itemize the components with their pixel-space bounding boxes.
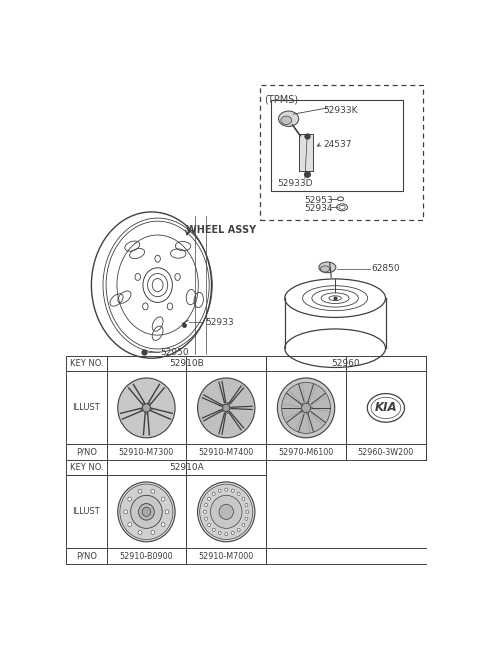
Text: 52934: 52934 [304, 204, 333, 213]
Text: 52960: 52960 [332, 359, 360, 368]
Ellipse shape [301, 403, 303, 406]
Ellipse shape [131, 495, 162, 528]
Ellipse shape [138, 531, 142, 535]
Ellipse shape [222, 410, 223, 411]
Ellipse shape [210, 495, 242, 528]
Ellipse shape [208, 497, 211, 501]
Ellipse shape [246, 510, 249, 514]
Ellipse shape [282, 382, 330, 434]
Text: 24537: 24537 [324, 140, 352, 150]
Ellipse shape [281, 116, 292, 125]
Text: 52910-M7400: 52910-M7400 [199, 447, 254, 457]
Text: 52910-M7000: 52910-M7000 [199, 552, 254, 561]
Text: 52970-M6100: 52970-M6100 [278, 447, 334, 457]
Ellipse shape [149, 403, 150, 405]
Ellipse shape [143, 403, 144, 405]
Ellipse shape [219, 504, 233, 520]
Ellipse shape [198, 378, 255, 438]
Ellipse shape [165, 510, 169, 514]
Ellipse shape [128, 497, 132, 501]
Bar [260, 85, 423, 220]
Ellipse shape [204, 503, 207, 506]
Text: 52933: 52933 [205, 318, 234, 327]
Ellipse shape [161, 497, 165, 501]
Ellipse shape [151, 489, 155, 493]
Text: 52910-B0900: 52910-B0900 [120, 552, 173, 561]
Ellipse shape [218, 531, 221, 535]
Ellipse shape [225, 488, 228, 491]
Ellipse shape [145, 413, 147, 414]
Ellipse shape [118, 482, 175, 542]
Ellipse shape [301, 403, 311, 413]
Text: 52910B: 52910B [169, 359, 204, 368]
Ellipse shape [277, 378, 335, 438]
Ellipse shape [321, 266, 330, 272]
Ellipse shape [237, 528, 240, 531]
Ellipse shape [161, 523, 165, 527]
Ellipse shape [245, 503, 248, 506]
Ellipse shape [124, 510, 128, 514]
Text: P/NO: P/NO [76, 447, 97, 457]
Ellipse shape [319, 262, 336, 273]
Ellipse shape [138, 489, 142, 493]
Ellipse shape [212, 528, 215, 531]
Ellipse shape [142, 507, 151, 516]
Ellipse shape [204, 510, 206, 514]
Text: ILLUST: ILLUST [72, 507, 100, 516]
Ellipse shape [212, 492, 215, 495]
Ellipse shape [139, 504, 154, 520]
Ellipse shape [307, 401, 309, 404]
Ellipse shape [208, 523, 211, 527]
Text: WHEEL ASSY: WHEEL ASSY [186, 225, 256, 235]
Ellipse shape [225, 533, 228, 536]
Ellipse shape [307, 412, 309, 414]
Text: KEY NO.: KEY NO. [70, 359, 103, 368]
Ellipse shape [278, 111, 299, 127]
Ellipse shape [218, 489, 221, 492]
Ellipse shape [223, 404, 230, 411]
Ellipse shape [227, 412, 228, 413]
Ellipse shape [242, 497, 245, 501]
Text: 52910A: 52910A [169, 463, 204, 472]
Ellipse shape [150, 409, 152, 411]
Text: 52910-M7300: 52910-M7300 [119, 447, 174, 457]
Ellipse shape [151, 531, 155, 535]
Ellipse shape [245, 517, 248, 520]
Text: KEY NO.: KEY NO. [70, 463, 103, 472]
Text: KIA: KIA [374, 401, 397, 415]
Ellipse shape [237, 492, 240, 495]
Ellipse shape [227, 403, 228, 404]
Ellipse shape [230, 407, 232, 409]
Bar [271, 100, 403, 191]
Text: 52950: 52950 [161, 348, 190, 357]
Ellipse shape [141, 409, 143, 411]
Text: 52960-3W200: 52960-3W200 [358, 447, 414, 457]
Ellipse shape [204, 517, 207, 520]
Ellipse shape [231, 489, 234, 492]
Ellipse shape [128, 523, 132, 527]
Ellipse shape [120, 484, 173, 540]
Ellipse shape [200, 484, 253, 539]
Text: P/NO: P/NO [76, 552, 97, 561]
Ellipse shape [231, 531, 234, 535]
Ellipse shape [310, 407, 312, 409]
Bar [299, 134, 312, 171]
Ellipse shape [242, 523, 245, 527]
Text: 52933D: 52933D [277, 179, 312, 188]
Text: 52953: 52953 [304, 195, 333, 205]
Ellipse shape [143, 403, 150, 412]
Text: (TPMS): (TPMS) [264, 95, 299, 105]
Ellipse shape [222, 404, 223, 406]
Text: ILLUST: ILLUST [72, 403, 100, 413]
Text: 62850: 62850 [372, 264, 400, 274]
Text: 52933K: 52933K [324, 106, 358, 115]
Ellipse shape [118, 378, 175, 438]
Ellipse shape [198, 482, 255, 542]
Ellipse shape [301, 410, 303, 412]
